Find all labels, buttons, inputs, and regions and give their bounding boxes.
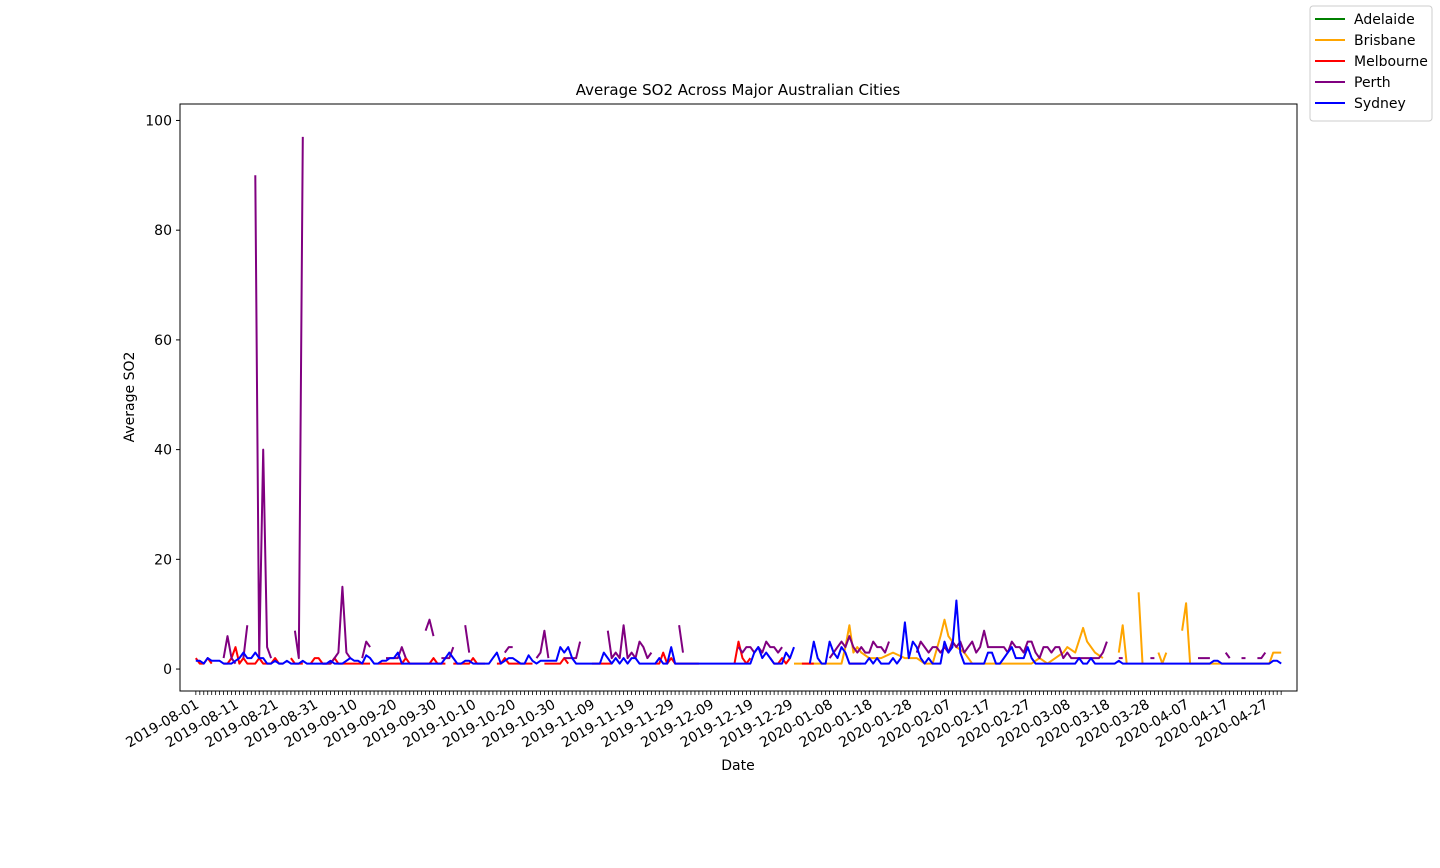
legend-label-brisbane: Brisbane bbox=[1354, 33, 1416, 49]
y-tick-label: 0 bbox=[163, 662, 172, 678]
series-line-perth bbox=[222, 136, 1267, 665]
y-axis: 0 20 40 60 80 100 bbox=[145, 113, 180, 678]
legend-label-melbourne: Melbourne bbox=[1354, 54, 1428, 70]
y-axis-label: Average SO2 bbox=[122, 352, 138, 443]
series-layer bbox=[194, 136, 1282, 665]
y-tick-label: 40 bbox=[154, 443, 172, 459]
legend-box bbox=[1309, 5, 1433, 122]
series-line-brisbane bbox=[794, 592, 1282, 665]
legend-label-sydney: Sydney bbox=[1354, 96, 1406, 112]
y-tick-label: 80 bbox=[154, 223, 172, 239]
x-axis-label: Date bbox=[721, 758, 754, 774]
series-line-sydney bbox=[195, 599, 1282, 665]
chart-title: Average SO2 Across Major Australian Citi… bbox=[576, 81, 901, 99]
legend-label-perth: Perth bbox=[1354, 75, 1391, 91]
legend: Adelaide Brisbane Melbourne Perth Sydney bbox=[1309, 5, 1433, 122]
y-tick-label: 60 bbox=[154, 333, 172, 349]
legend-label-adelaide: Adelaide bbox=[1354, 12, 1415, 28]
y-tick-label: 20 bbox=[154, 552, 172, 568]
plot-area bbox=[194, 136, 1282, 665]
y-tick-label: 100 bbox=[145, 113, 172, 129]
